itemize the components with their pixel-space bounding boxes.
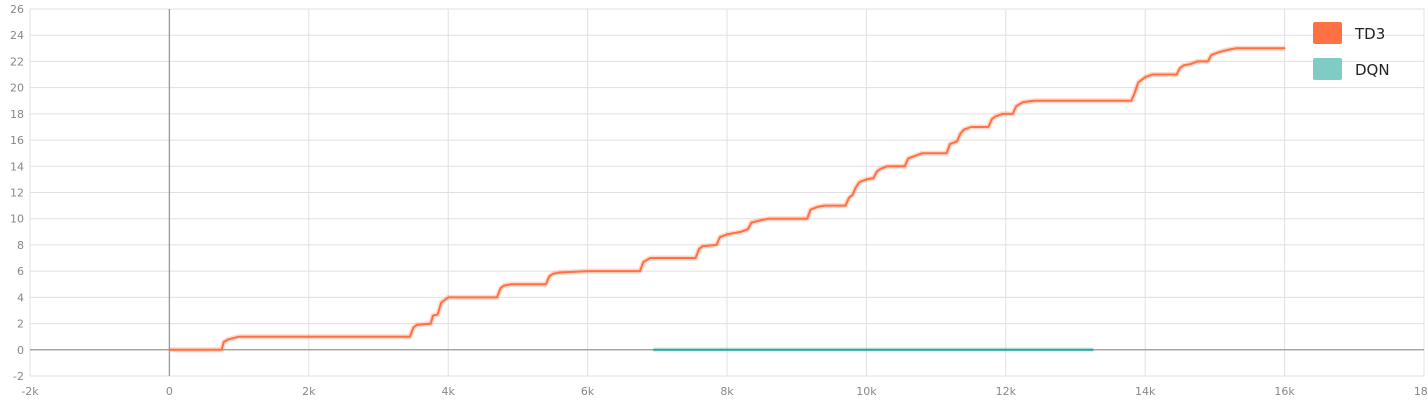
y-tick-label: 12 — [10, 187, 24, 200]
grid — [29, 8, 1425, 377]
y-tick-label: 4 — [17, 291, 24, 304]
legend: TD3 DQN — [1313, 22, 1390, 80]
x-tick-label: 10k — [856, 385, 877, 398]
y-tick-label: 24 — [10, 29, 24, 42]
y-tick-label: 0 — [17, 344, 24, 357]
y-tick-label: 22 — [10, 55, 24, 68]
y-tick-label: -2 — [13, 370, 24, 383]
x-tick-label: 0 — [166, 385, 173, 398]
y-tick-label: 16 — [10, 134, 24, 147]
y-tick-label: 26 — [10, 3, 24, 16]
legend-swatch-td3 — [1313, 22, 1342, 44]
legend-label-td3: TD3 — [1354, 25, 1385, 43]
x-tick-label: 8k — [720, 385, 734, 398]
y-tick-label: 6 — [17, 265, 24, 278]
series — [168, 45, 1286, 353]
y-tick-label: 8 — [17, 239, 24, 252]
y-tick-label: 10 — [10, 213, 24, 226]
x-tick-label: 14k — [1135, 385, 1156, 398]
y-tick-label: 14 — [10, 160, 24, 173]
x-tick-label: -2k — [21, 385, 39, 398]
x-tick-label: 6k — [581, 385, 595, 398]
legend-label-dqn: DQN — [1355, 61, 1390, 79]
x-tick-label: 4k — [442, 385, 456, 398]
x-tick-label: 16k — [1274, 385, 1295, 398]
series-line-td3 — [168, 47, 1286, 351]
y-tick-label: 20 — [10, 82, 24, 95]
x-tick-label: 12k — [996, 385, 1017, 398]
x-tick-label: 2k — [302, 385, 316, 398]
x-tick-label: 18k — [1414, 385, 1428, 398]
y-tick-label: 18 — [10, 108, 24, 121]
legend-swatch-dqn — [1313, 58, 1342, 80]
y-tick-label: 2 — [17, 318, 24, 331]
